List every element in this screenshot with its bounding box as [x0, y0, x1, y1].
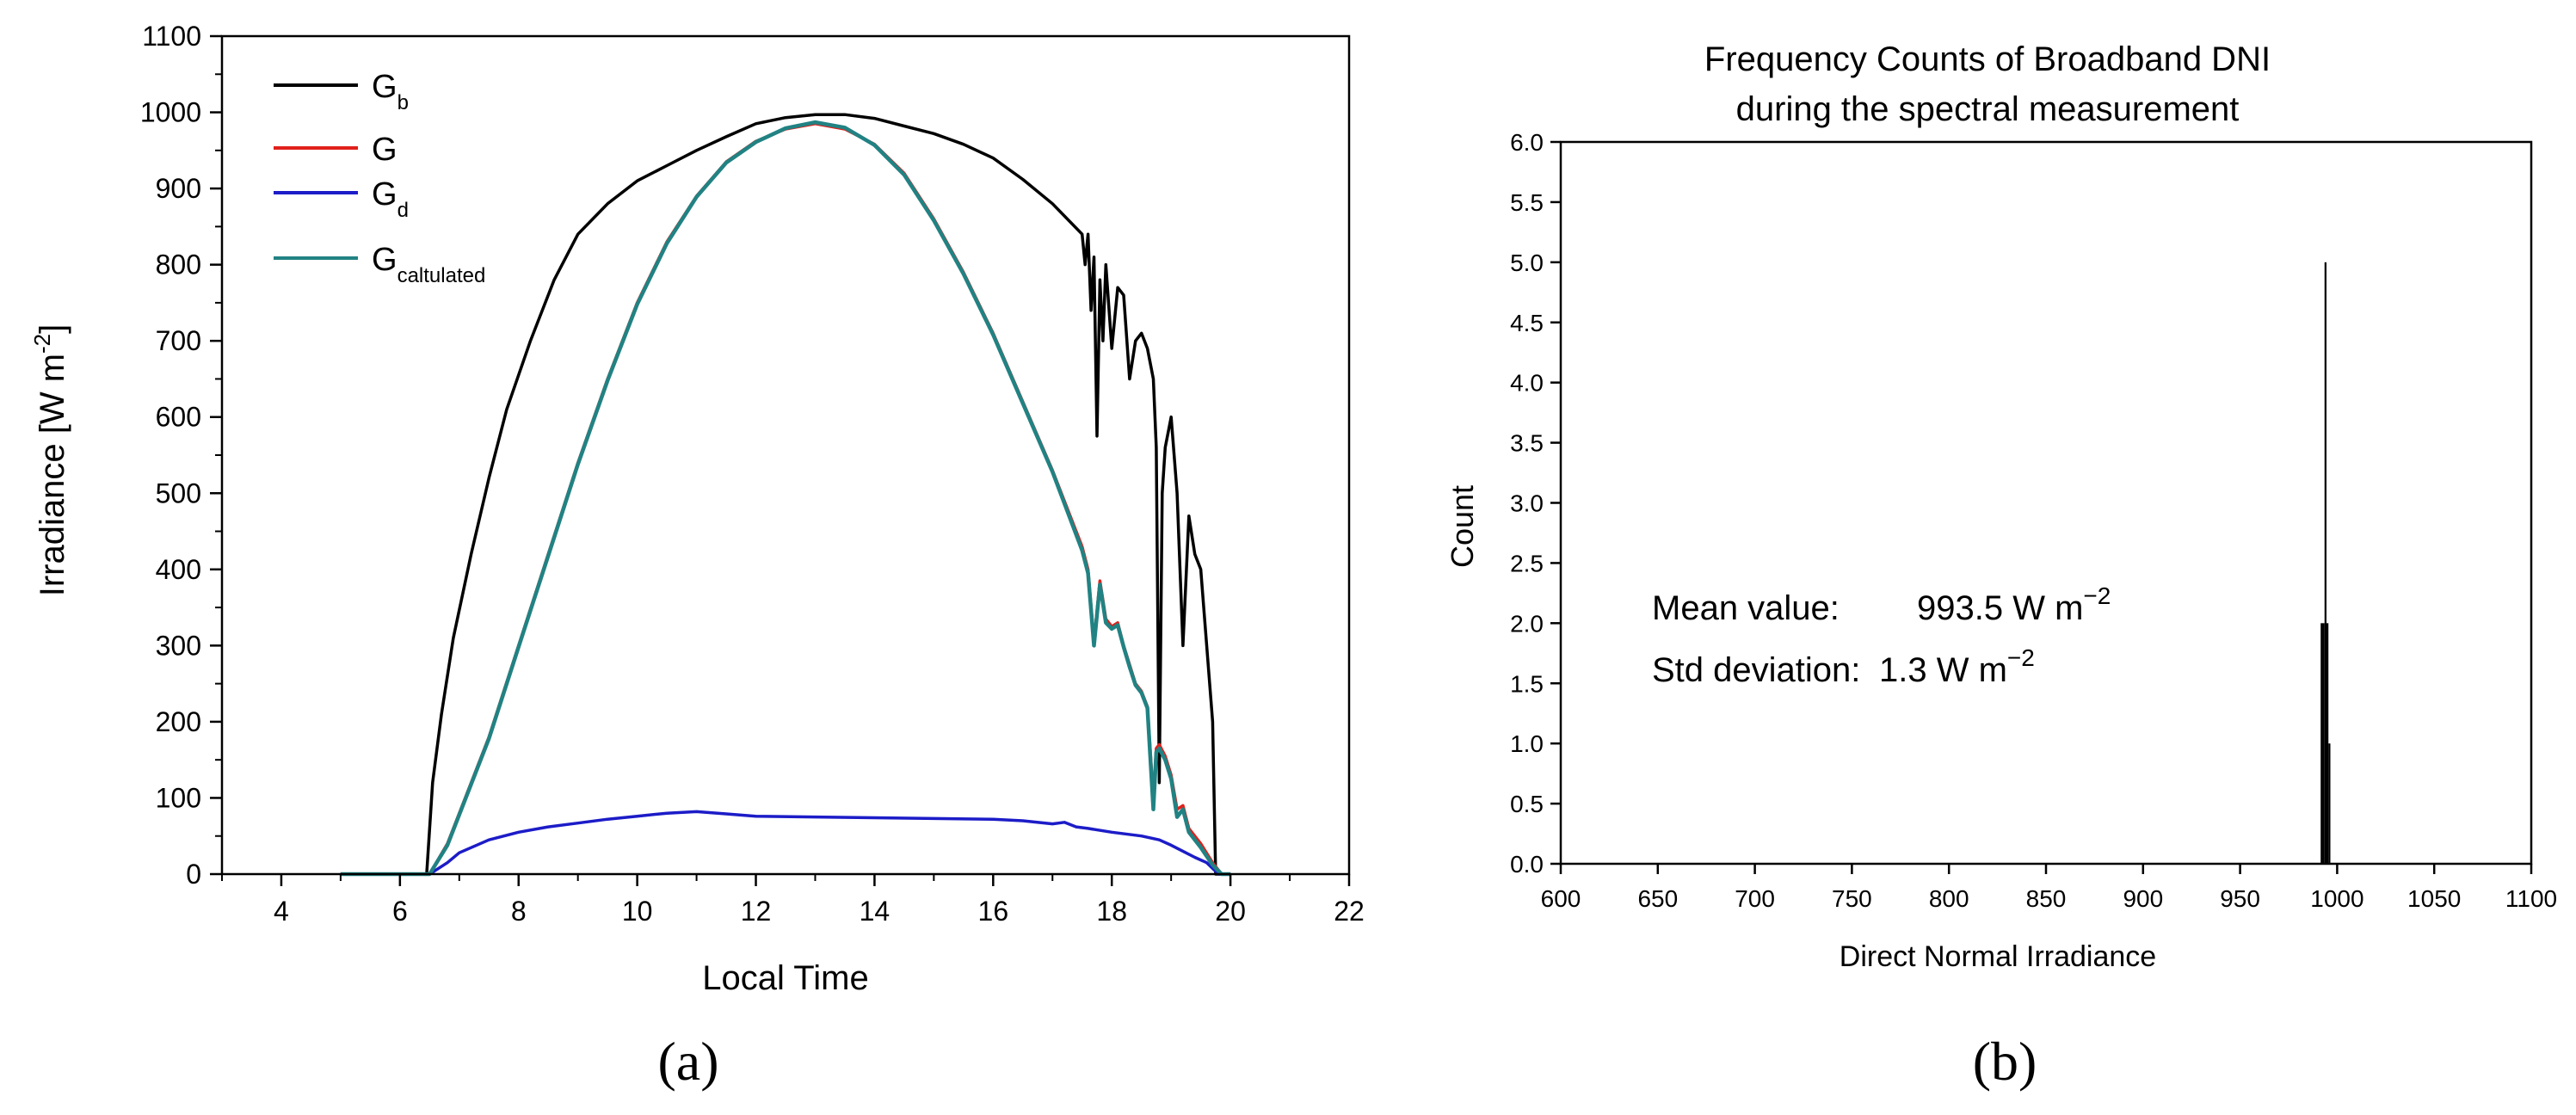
- series-line-gd: [340, 810, 1231, 876]
- panel-a-x-tick-label: 12: [741, 896, 772, 927]
- panel-a-y-axis-label: Irradiance [W m-2]: [29, 324, 71, 597]
- panel-a-x-tick-label: 18: [1096, 896, 1127, 927]
- legend-gd-sub: d: [397, 199, 409, 222]
- panel-b-x-tick-label: 750: [1832, 885, 1872, 912]
- panel-b-y-tick-label: 0.5: [1510, 791, 1544, 817]
- series-line-g: [340, 122, 1231, 876]
- panel-b-y-tick-label: 5.0: [1510, 249, 1544, 276]
- panel-a-x-tick-label: 14: [860, 896, 891, 927]
- panel-b-x-tick-label: 950: [2220, 885, 2260, 912]
- panel-a-x-tick-label: 8: [511, 896, 527, 927]
- panel-b-chart: Frequency Counts of Broadband DNI during…: [1445, 40, 2557, 1092]
- legend-label-gd: Gd: [372, 176, 409, 222]
- panel-a-y-tick-label: 100: [156, 782, 201, 813]
- panel-b-label: (b): [1973, 1031, 2037, 1092]
- panel-a-label: (a): [657, 1031, 718, 1092]
- panel-a-x-tick-label: 22: [1334, 896, 1365, 927]
- panel-a-y-label-end: ]: [34, 324, 71, 334]
- panel-a-y-tick-label: 1000: [140, 97, 201, 128]
- panel-b-subtitle: during the spectral measurement: [1736, 90, 2240, 128]
- series-line-gb: [340, 113, 1231, 876]
- panel-b-y-tick-label: 5.5: [1510, 189, 1544, 216]
- panel-b-plot-frame: [1559, 140, 2533, 866]
- mean-label: Mean value:: [1652, 589, 1840, 627]
- panel-a-y-tick-label: 0: [186, 859, 201, 890]
- legend-label-g: G: [372, 132, 397, 168]
- panel-a-y-label-sup: -2: [29, 334, 55, 354]
- panel-b-x-tick-label: 900: [2123, 885, 2163, 912]
- series-line-gcaltulated: [340, 120, 1231, 877]
- panel-b-x-tick-label: 600: [1541, 885, 1581, 912]
- panel-b-x-axis-label: Direct Normal Irradiance: [1840, 940, 2156, 973]
- panel-a-x-axis-label: Local Time: [702, 959, 868, 997]
- panel-b-y-tick-label: 2.5: [1510, 550, 1544, 576]
- panel-a-y-tick-label: 1100: [142, 21, 201, 52]
- panel-b-y-tick-label: 0.0: [1510, 851, 1544, 878]
- panel-a-x-tick-label: 10: [622, 896, 653, 927]
- panel-a-x-tick-label: 20: [1215, 896, 1246, 927]
- panel-b-x-tick-label: 1000: [2310, 885, 2363, 912]
- panel-a-y-tick-label: 200: [156, 706, 201, 737]
- panel-a-chart: 4 6 8 10 12 14 16 18 20 22 0 100 200 300 400 500 600 700…: [29, 21, 1365, 1092]
- histogram-bar: [2322, 623, 2325, 864]
- histogram-bar: [2328, 743, 2331, 864]
- panel-b-title: Frequency Counts of Broadband DNI: [1704, 40, 2271, 78]
- std-label: Std deviation:: [1652, 651, 1860, 689]
- panel-a-x-tick-label: 4: [274, 896, 289, 927]
- legend-label-gcaltulated: Gcaltulated: [372, 242, 485, 287]
- legend-gb-sub: b: [397, 91, 409, 114]
- panel-a-y-tick-label: 400: [156, 554, 201, 585]
- histogram-bar: [2326, 623, 2329, 864]
- legend-gd-main: G: [372, 176, 397, 213]
- panel-b-x-tick-label: 1100: [2505, 885, 2557, 912]
- panel-a-y-tick-label: 900: [156, 173, 201, 204]
- legend-gcalc-main: G: [372, 242, 397, 278]
- panel-a-y-tick-label: 300: [156, 630, 201, 661]
- panel-a-x-tick-label: 16: [978, 896, 1009, 927]
- histogram-bar: [2324, 262, 2326, 864]
- mean-value-number: 993.5 W m: [1917, 589, 2083, 627]
- std-value: 1.3 W m−2: [1879, 644, 2035, 689]
- panel-b-y-tick-label: 2.0: [1510, 610, 1544, 637]
- panel-b-y-tick-label: 6.0: [1510, 129, 1544, 156]
- legend-label-gb: Gb: [372, 69, 409, 114]
- panel-b-y-tick-label: 1.0: [1510, 730, 1544, 757]
- panel-a-y-tick-label: 700: [156, 325, 201, 356]
- panel-b-x-tick-label: 850: [2026, 885, 2067, 912]
- std-value-sup: −2: [2007, 644, 2035, 671]
- legend-gb-main: G: [372, 69, 397, 105]
- mean-value-sup: −2: [2083, 582, 2111, 609]
- std-value-number: 1.3 W m: [1879, 651, 2007, 689]
- panel-b-x-tick-label: 700: [1735, 885, 1775, 912]
- panel-a-y-tick-label: 600: [156, 402, 201, 433]
- panel-a-y-tick-label: 500: [156, 477, 201, 508]
- panel-a-legend: Gb G Gd Gcaltulated: [274, 69, 485, 287]
- legend-g-main: G: [372, 132, 397, 168]
- panel-b-y-tick-label: 4.5: [1510, 310, 1544, 336]
- panel-b-y-tick-label: 3.0: [1510, 490, 1544, 517]
- panel-b-y-tick-label: 1.5: [1510, 670, 1544, 697]
- panel-b-x-tick-label: 1050: [2407, 885, 2461, 912]
- panel-b-y-tick-label: 4.0: [1510, 370, 1544, 397]
- panel-a-x-tick-label: 6: [392, 896, 408, 927]
- panel-b-y-axis-label: Count: [1445, 485, 1480, 568]
- panel-a-y-tick-label: 800: [156, 249, 201, 280]
- mean-value: 993.5 W m−2: [1917, 582, 2111, 627]
- panel-b-x-tick-label: 800: [1929, 885, 1969, 912]
- legend-gcalc-sub: caltulated: [397, 264, 486, 287]
- panel-b-x-tick-label: 650: [1637, 885, 1678, 912]
- histogram-bar: [2320, 623, 2323, 864]
- panel-b-y-tick-label: 3.5: [1510, 430, 1544, 457]
- panel-a-y-label-main: Irradiance [W m: [34, 354, 71, 596]
